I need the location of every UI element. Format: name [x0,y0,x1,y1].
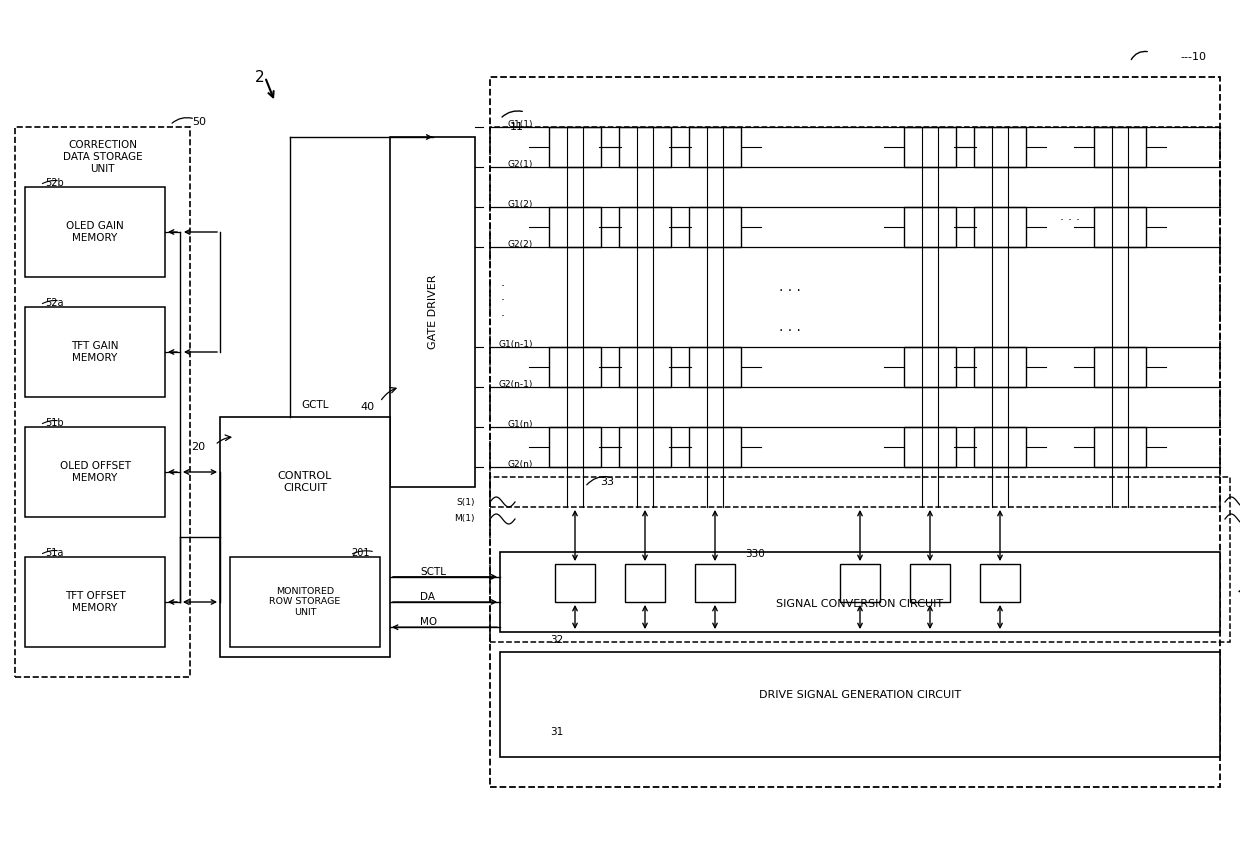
Bar [490,477,1230,642]
Bar [973,207,1025,247]
Bar [625,564,665,602]
Text: CORRECTION
DATA STORAGE
UNIT: CORRECTION DATA STORAGE UNIT [63,141,143,174]
Bar [1094,127,1146,167]
Bar [500,652,1220,757]
Text: 52a: 52a [45,298,63,308]
Text: 32: 32 [551,635,563,645]
Text: G2(2): G2(2) [507,241,533,249]
Bar [619,427,671,467]
Text: OLED GAIN
MEMORY: OLED GAIN MEMORY [66,221,124,243]
Text: .
.
.: . . . [501,275,505,319]
Bar [25,307,165,397]
Text: GCTL: GCTL [301,400,329,410]
Bar [15,127,190,677]
Text: . . .: . . . [1060,211,1080,224]
Bar [556,564,595,602]
Text: M(1): M(1) [455,514,475,524]
Bar [490,77,1220,787]
Bar [1094,347,1146,387]
Bar [910,564,950,602]
Text: CONTROL
CIRCUIT: CONTROL CIRCUIT [278,471,332,493]
Text: 11: 11 [510,122,525,132]
Text: SIGNAL CONVERSION CIRCUIT: SIGNAL CONVERSION CIRCUIT [776,599,944,609]
Text: MO: MO [420,617,438,627]
Text: 51a: 51a [45,548,63,558]
Bar [694,564,735,602]
Text: G1(n): G1(n) [507,421,533,429]
Text: 51b: 51b [45,418,63,428]
Text: S(1): S(1) [456,498,475,506]
Bar [689,127,742,167]
Text: G1(1): G1(1) [507,121,533,129]
Bar [904,347,956,387]
Text: . . .: . . . [779,320,801,334]
Text: G2(n-1): G2(n-1) [498,381,533,389]
Bar [904,127,956,167]
Bar [973,427,1025,467]
Bar [973,127,1025,167]
Bar [980,564,1021,602]
Text: ---10: ---10 [1180,52,1207,62]
Bar [549,127,601,167]
Text: 33: 33 [600,477,614,487]
Text: GATE DRIVER: GATE DRIVER [428,275,438,350]
Bar [25,427,165,517]
Bar [219,417,391,657]
Bar [25,187,165,277]
Bar [549,427,601,467]
Bar [391,137,475,487]
Bar [689,347,742,387]
Bar [549,347,601,387]
Bar [229,557,379,647]
Text: G1(2): G1(2) [507,201,533,209]
Text: 201: 201 [351,548,370,558]
Text: G2(1): G2(1) [507,160,533,170]
Text: G2(n): G2(n) [507,460,533,470]
Text: 20: 20 [191,442,205,452]
Text: 40: 40 [361,402,374,412]
Bar [839,564,880,602]
Text: TFT GAIN
MEMORY: TFT GAIN MEMORY [71,341,119,363]
Bar [490,127,1220,507]
Bar [1094,207,1146,247]
Text: SCTL: SCTL [420,566,446,577]
Text: DRIVE SIGNAL GENERATION CIRCUIT: DRIVE SIGNAL GENERATION CIRCUIT [759,690,961,699]
Bar [25,557,165,647]
Bar [549,207,601,247]
Text: 50: 50 [192,117,206,127]
Bar [500,552,1220,632]
Bar [689,427,742,467]
Text: 31: 31 [551,727,563,737]
Bar [619,207,671,247]
Text: 52b: 52b [45,178,63,188]
Text: OLED OFFSET
MEMORY: OLED OFFSET MEMORY [60,461,130,482]
Bar [619,127,671,167]
Text: G1(n-1): G1(n-1) [498,340,533,350]
Text: MONITORED
ROW STORAGE
UNIT: MONITORED ROW STORAGE UNIT [269,587,341,617]
Text: . . .: . . . [779,280,801,294]
Bar [689,207,742,247]
Bar [973,347,1025,387]
Bar [904,427,956,467]
Bar [619,347,671,387]
Text: 2: 2 [255,69,265,85]
Text: DA: DA [420,592,435,602]
Text: TFT OFFSET
MEMORY: TFT OFFSET MEMORY [64,591,125,613]
Bar [904,207,956,247]
Bar [1094,427,1146,467]
Text: 330: 330 [745,549,765,559]
